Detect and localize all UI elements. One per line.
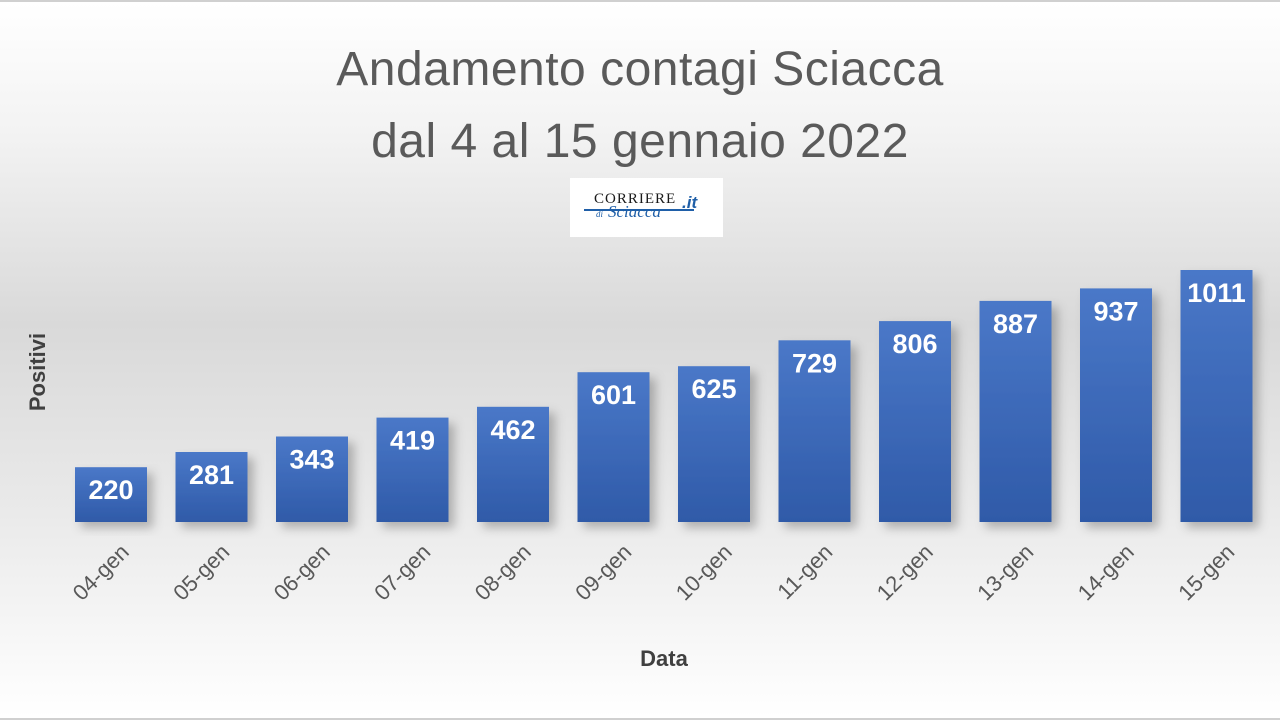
bar-09-gen — [577, 372, 650, 522]
x-tick-label-07-gen: 07-gen — [369, 539, 435, 605]
bar-12-gen — [879, 321, 951, 522]
chart-title-line-2: dal 4 al 15 gennaio 2022 — [371, 115, 909, 168]
bar-14-gen — [1080, 288, 1152, 522]
logo-text-top: CORRIERE — [594, 191, 677, 207]
data-label-08-gen: 462 — [490, 415, 535, 445]
bar-13-gen — [979, 300, 1052, 522]
bar-05-gen — [175, 452, 248, 522]
bar-07-gen — [376, 417, 449, 522]
bar-11-gen — [778, 340, 851, 522]
x-tick-label-13-gen: 13-gen — [972, 539, 1038, 605]
data-label-05-gen: 281 — [189, 460, 234, 490]
bar-10-gen — [678, 366, 750, 522]
data-label-13-gen: 887 — [993, 309, 1038, 339]
data-label-12-gen: 806 — [892, 329, 937, 359]
data-label-09-gen: 601 — [591, 380, 636, 410]
bar-06-gen — [276, 436, 348, 522]
x-axis-label: Data — [640, 646, 688, 671]
data-label-14-gen: 937 — [1093, 296, 1138, 326]
x-tick-label-15-gen: 15-gen — [1173, 539, 1239, 605]
corriere-di-sciacca-logo: CORRIERE di Sciacca .it — [570, 178, 723, 237]
bar-15-gen — [1180, 270, 1253, 522]
x-tick-label-08-gen: 08-gen — [470, 539, 536, 605]
x-tick-label-14-gen: 14-gen — [1073, 539, 1139, 605]
data-label-06-gen: 343 — [289, 445, 334, 475]
data-label-10-gen: 625 — [691, 374, 736, 404]
x-tick-label-06-gen: 06-gen — [269, 539, 335, 605]
bars-group — [75, 270, 1253, 522]
data-label-11-gen: 729 — [792, 348, 837, 378]
logo-text-bottom: Sciacca — [608, 202, 661, 221]
data-label-04-gen: 220 — [88, 475, 133, 505]
logo-text-suffix: .it — [682, 193, 698, 212]
x-tick-label-11-gen: 11-gen — [772, 539, 837, 604]
logo-text-di: di — [596, 209, 604, 219]
x-tick-label-12-gen: 12-gen — [872, 539, 938, 605]
logo-rule — [584, 209, 694, 211]
data-label-15-gen: 1011 — [1187, 278, 1246, 308]
x-tick-label-10-gen: 10-gen — [671, 539, 737, 605]
data-label-07-gen: 419 — [390, 426, 435, 456]
bar-04-gen — [75, 467, 147, 522]
x-tick-label-09-gen: 09-gen — [570, 539, 636, 605]
value-labels-group: 220 281 343 419 462 601 625 729 806 887 937 1011 — [88, 278, 1245, 505]
chart-title-line-1: Andamento contagi Sciacca — [336, 43, 944, 96]
tick-labels-group: 04-gen 05-gen 06-gen 07-gen 08-gen 09-gen 10-g… — [68, 539, 1240, 605]
x-tick-label-04-gen: 04-gen — [68, 539, 134, 605]
bar-08-gen — [477, 406, 549, 522]
x-tick-label-05-gen: 05-gen — [168, 539, 234, 605]
